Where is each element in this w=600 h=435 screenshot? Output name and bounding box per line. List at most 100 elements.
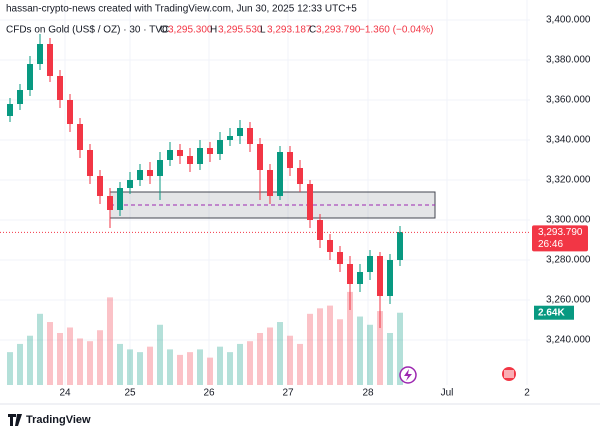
candle-body bbox=[237, 128, 243, 136]
candle-body bbox=[137, 170, 143, 180]
volume-bar bbox=[37, 313, 43, 385]
candle-body bbox=[347, 264, 353, 284]
volume-bar bbox=[317, 308, 323, 385]
open: 3,295.300 bbox=[168, 25, 213, 36]
credit: hassan-crypto-news created with TradingV… bbox=[6, 4, 357, 15]
candle-body bbox=[157, 160, 163, 176]
low-label: L bbox=[260, 25, 266, 36]
volume-bar bbox=[187, 352, 193, 385]
y-tick-label: 3,380.000 bbox=[546, 55, 591, 66]
candle-body bbox=[97, 176, 103, 196]
close-label: C bbox=[309, 25, 316, 36]
volume-bar bbox=[107, 297, 113, 385]
x-tick-label: 25 bbox=[124, 388, 136, 399]
candle-body bbox=[267, 170, 273, 196]
candles bbox=[7, 34, 403, 328]
volume-bar bbox=[347, 291, 353, 385]
brand: TradingView bbox=[26, 414, 91, 426]
candle-body bbox=[387, 260, 393, 296]
x-tick-label: Jul bbox=[441, 388, 454, 399]
volume-bar bbox=[267, 327, 273, 385]
candle-body bbox=[327, 240, 333, 252]
close: 3,293.790 bbox=[316, 25, 361, 36]
x-tick-label: 2 bbox=[524, 388, 530, 399]
candle-body bbox=[217, 140, 223, 154]
candle-body bbox=[197, 148, 203, 164]
y-tick-label: 3,340.000 bbox=[546, 135, 591, 146]
volume-bar bbox=[67, 327, 73, 385]
volume-bar bbox=[7, 352, 13, 385]
volume-bar bbox=[57, 332, 63, 385]
y-tick-label: 3,320.000 bbox=[546, 175, 591, 186]
volume-bar bbox=[297, 343, 303, 385]
volume-bar bbox=[47, 322, 53, 385]
candle-body bbox=[147, 170, 153, 176]
candle-body bbox=[37, 44, 43, 64]
x-tick-label: 28 bbox=[362, 388, 374, 399]
candle-body bbox=[27, 64, 33, 90]
volume-label: 2.64K bbox=[538, 307, 565, 318]
x-tick-label: 24 bbox=[59, 388, 71, 399]
volume-bar bbox=[377, 311, 383, 385]
low: 3,293.187 bbox=[267, 25, 312, 36]
candle-body bbox=[337, 252, 343, 264]
flag-stripes bbox=[504, 370, 514, 378]
volume-label-box bbox=[534, 305, 574, 320]
volume-bar bbox=[197, 349, 203, 385]
last-price-box bbox=[532, 225, 588, 252]
volume-bar bbox=[27, 335, 33, 385]
candle-body bbox=[7, 104, 13, 116]
y-tick-label: 3,360.000 bbox=[546, 95, 591, 106]
change: −1.360 (−0.04%) bbox=[359, 25, 434, 36]
volume-bar bbox=[77, 338, 83, 385]
candle-body bbox=[297, 168, 303, 184]
candle-body bbox=[277, 152, 283, 196]
y-tick-label: 3,260.000 bbox=[546, 295, 591, 306]
lightning bbox=[404, 369, 412, 381]
volume-bar bbox=[87, 341, 93, 385]
candle-body bbox=[307, 184, 313, 220]
volume-bar bbox=[257, 332, 263, 385]
candle-body bbox=[227, 136, 233, 140]
candle-body bbox=[357, 272, 363, 284]
symbol: CFDs on Gold (US$ / OZ) · 30 · TVC bbox=[6, 25, 169, 36]
candle-body bbox=[117, 188, 123, 210]
volume-bar bbox=[327, 305, 333, 385]
candle-body bbox=[177, 150, 183, 156]
volume-bar bbox=[287, 335, 293, 385]
y-tick-label: 3,400.000 bbox=[546, 15, 591, 26]
candle-body bbox=[127, 180, 133, 188]
candle-body bbox=[107, 196, 113, 210]
high: 3,295.530 bbox=[218, 25, 263, 36]
axes: 3,240.000 3,260.000 3,280.000 3,300.000 3,32… bbox=[0, 15, 591, 399]
candle-body bbox=[47, 44, 53, 76]
candle-body bbox=[187, 156, 193, 164]
volume-bar bbox=[17, 343, 23, 385]
candle-body bbox=[17, 90, 23, 104]
x-tick-label: 26 bbox=[203, 388, 215, 399]
candle-body bbox=[207, 148, 213, 154]
volume-bar bbox=[387, 332, 393, 385]
volume-bar bbox=[237, 343, 243, 385]
high-label: H bbox=[210, 25, 217, 36]
volume-bar bbox=[157, 324, 163, 385]
candle-body bbox=[77, 124, 83, 150]
countdown: 26:46 bbox=[538, 239, 563, 250]
candle-body bbox=[167, 150, 173, 160]
candle-body bbox=[397, 232, 403, 260]
volume-bar bbox=[277, 322, 283, 385]
volume-bar bbox=[357, 316, 363, 385]
volume-bar bbox=[177, 354, 183, 385]
volume-bar bbox=[97, 330, 103, 385]
volume-bar bbox=[147, 346, 153, 385]
volume-bar bbox=[397, 312, 403, 385]
y-tick-label: 3,300.000 bbox=[546, 215, 591, 226]
candle-body bbox=[247, 128, 253, 144]
candle-body bbox=[257, 144, 263, 170]
volume-bar bbox=[137, 352, 143, 385]
volume-bar bbox=[217, 346, 223, 385]
candle-body bbox=[67, 100, 73, 124]
